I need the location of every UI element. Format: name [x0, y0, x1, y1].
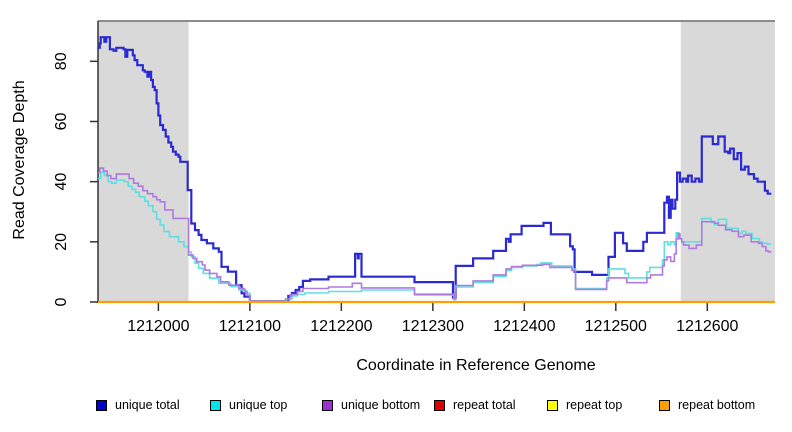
- x-axis-title-text: Coordinate in Reference Genome: [356, 357, 596, 374]
- legend-label: unique bottom: [341, 397, 421, 412]
- shaded-region: [98, 21, 189, 302]
- legend-item-unique-top: unique top: [210, 398, 287, 412]
- legend-swatch-repeat-top: [547, 399, 558, 411]
- legend-label: repeat top: [566, 397, 623, 412]
- legend-label: repeat total: [453, 397, 516, 412]
- legend-label: unique total: [115, 397, 180, 412]
- legend: unique total unique top unique bottom repea…: [0, 398, 792, 418]
- series-unique-total-line: [98, 36, 772, 303]
- shaded-region: [680, 21, 775, 302]
- y-tick-label: 80: [53, 52, 70, 70]
- x-tick-label: 1212400: [493, 318, 555, 335]
- legend-item-unique-bottom: unique bottom: [322, 398, 420, 412]
- legend-item-unique-total: unique total: [96, 398, 180, 412]
- x-tick-label: 1212000: [127, 318, 189, 335]
- x-tick-label: 1212500: [585, 318, 647, 335]
- y-tick-label: 20: [53, 233, 70, 251]
- legend-item-repeat-total: repeat total: [434, 398, 516, 412]
- legend-label: repeat bottom: [678, 397, 756, 412]
- legend-swatch-repeat-total: [434, 399, 445, 411]
- y-tick-label: 0: [53, 297, 70, 306]
- y-tick-label: 60: [53, 112, 70, 130]
- legend-item-repeat-bottom: repeat bottom: [659, 398, 755, 412]
- series-unique-bottom-line: [98, 167, 772, 302]
- y-tick-label: 40: [53, 173, 70, 191]
- x-tick-label: 1212600: [676, 318, 738, 335]
- x-tick-label: 1212200: [310, 318, 372, 335]
- x-tick-label: 1212100: [219, 318, 281, 335]
- x-tick-label: 1212300: [402, 318, 464, 335]
- legend-swatch-repeat-bottom: [659, 399, 670, 411]
- x-axis-title: Coordinate in Reference Genome: [0, 357, 792, 375]
- legend-swatch-unique-bottom: [322, 399, 333, 411]
- legend-swatch-unique-top: [210, 399, 221, 411]
- legend-item-repeat-top: repeat top: [547, 398, 622, 412]
- legend-swatch-unique-total: [96, 399, 107, 411]
- legend-label: unique top: [229, 397, 288, 412]
- y-axis-title: Read Coverage Depth: [11, 80, 28, 240]
